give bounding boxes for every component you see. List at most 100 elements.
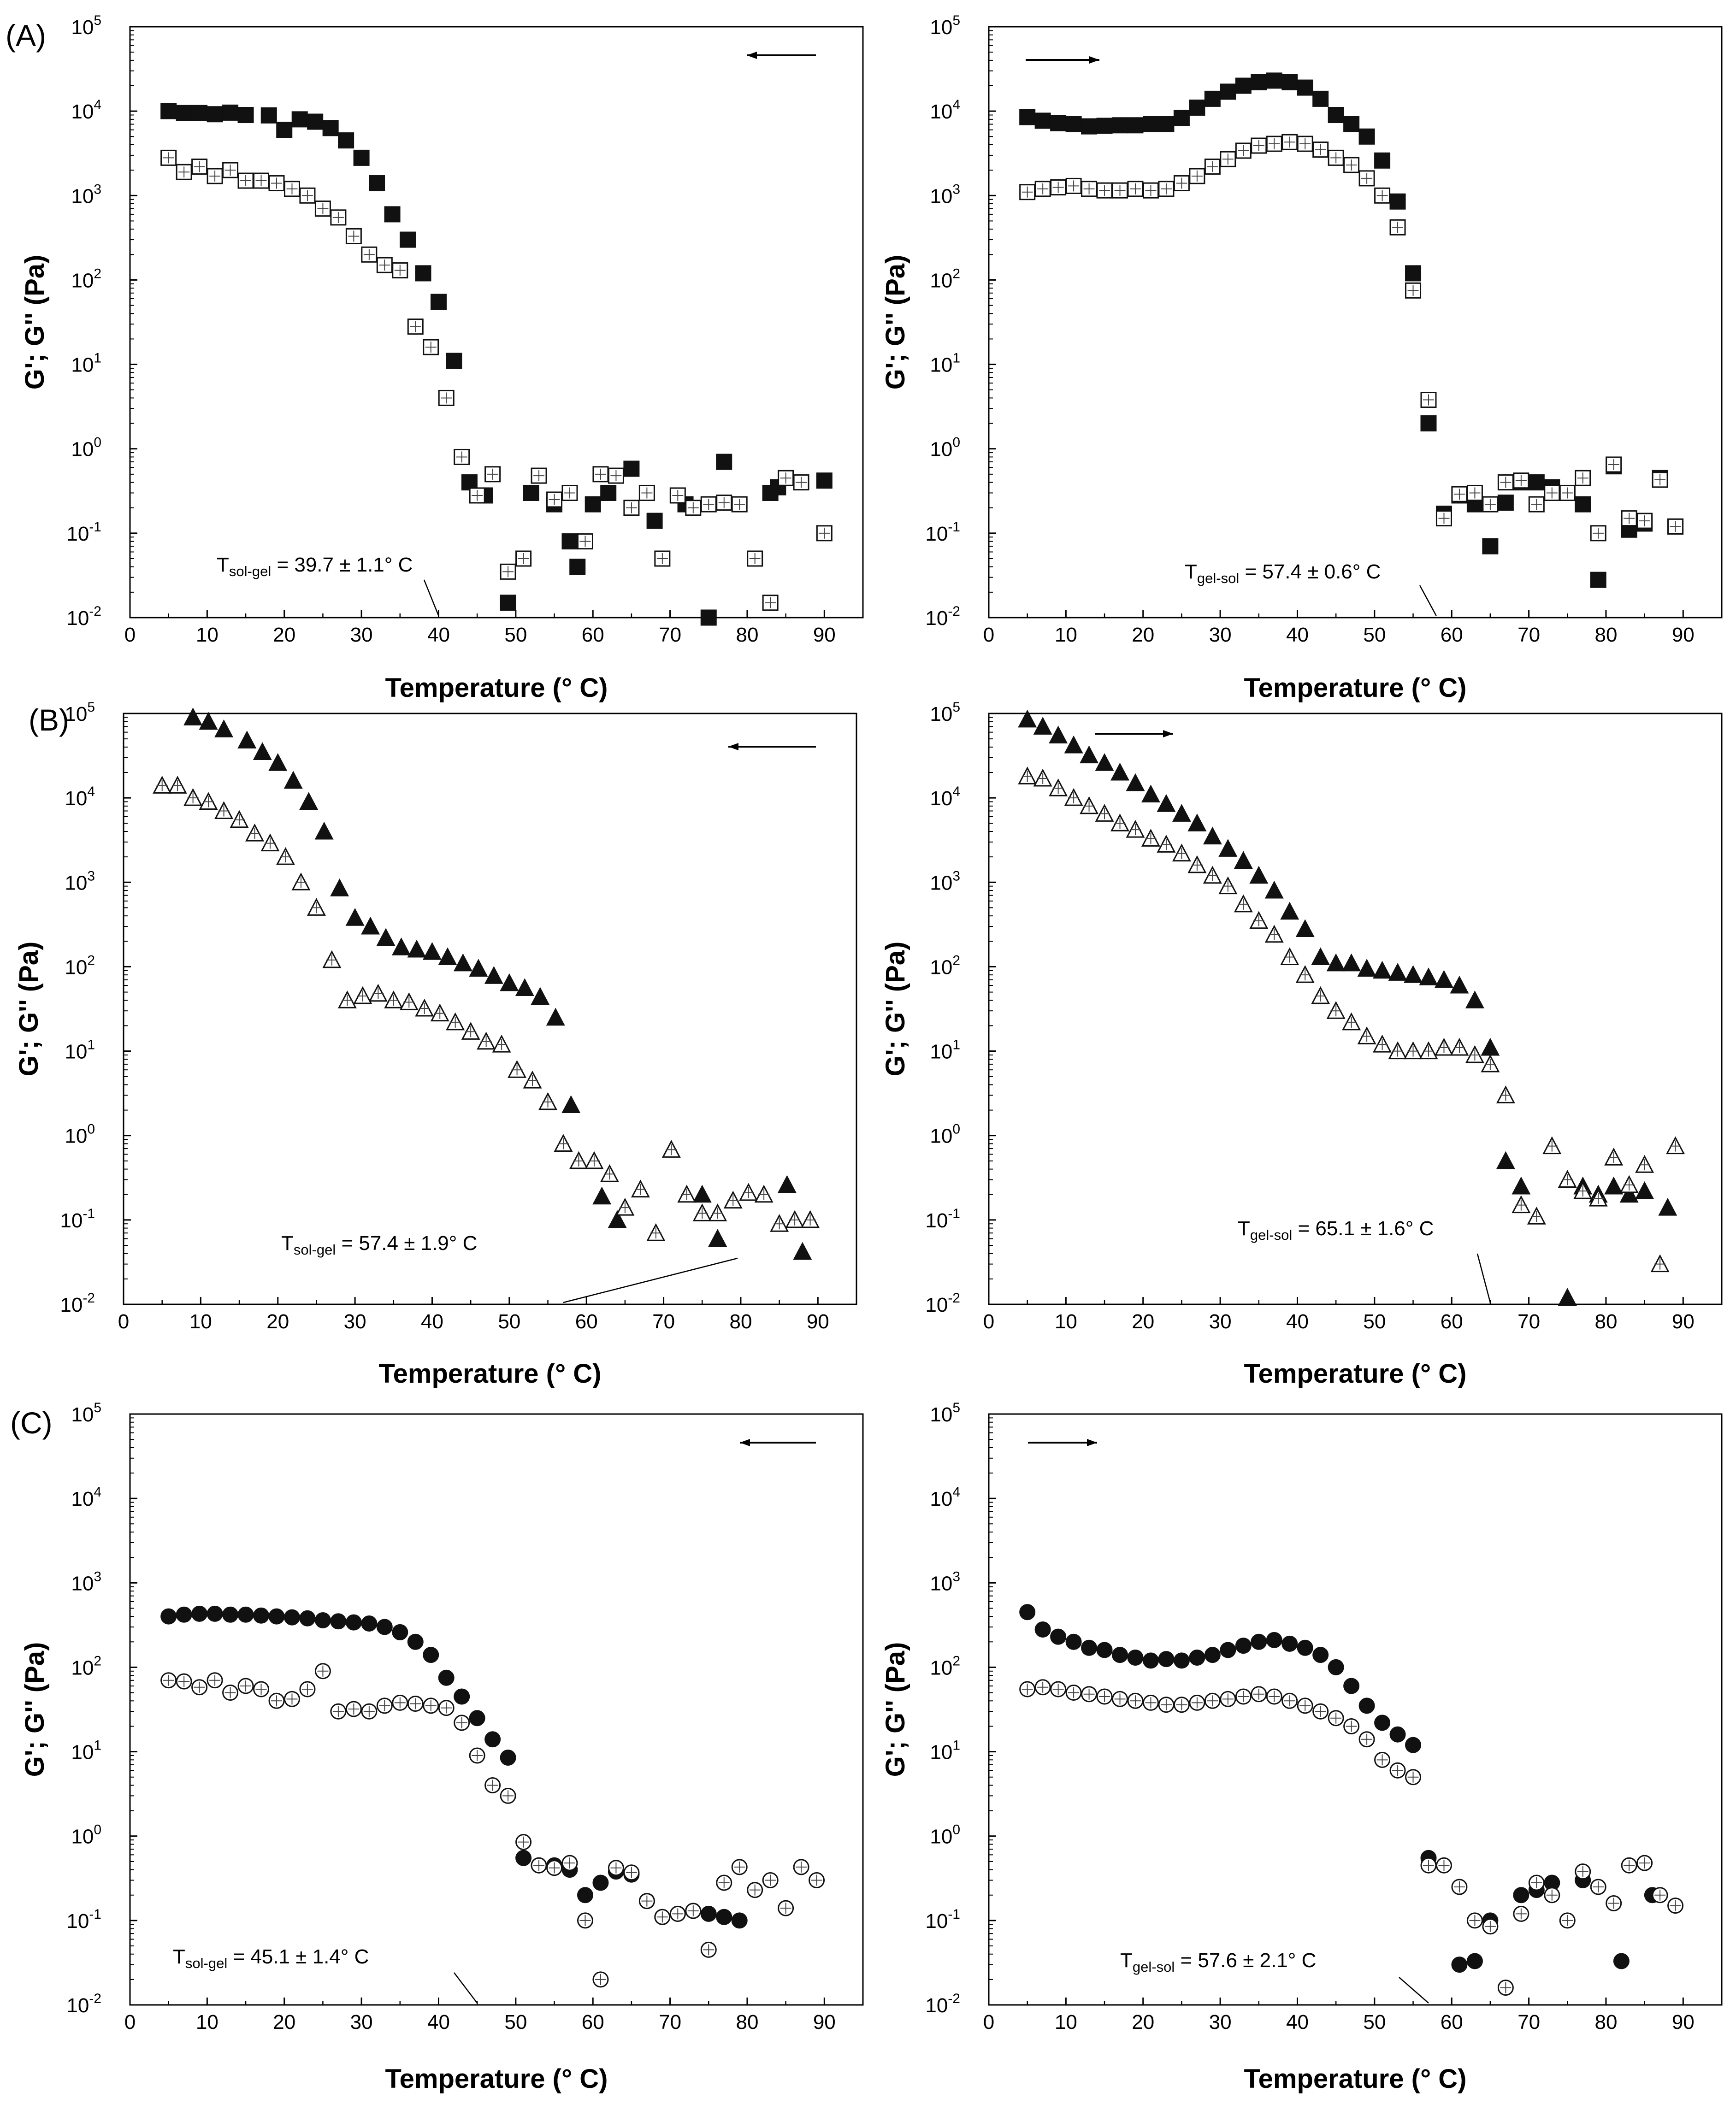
gprime-point — [430, 294, 447, 310]
gprime-point — [446, 353, 462, 369]
y-tick-label: 102 — [930, 1653, 960, 1679]
y-tick-label: 10-1 — [925, 1206, 960, 1232]
y-tick-label: 101 — [930, 1738, 960, 1764]
gprime-point — [500, 1749, 516, 1766]
gprime-point — [793, 1242, 812, 1260]
x-tick-label: 80 — [1594, 1310, 1617, 1333]
x-tick-label: 10 — [196, 2011, 218, 2033]
cooling-direction-arrow — [747, 52, 816, 59]
x-tick-label: 20 — [1132, 2011, 1154, 2033]
gprime-point — [307, 113, 324, 130]
gprime-point — [322, 120, 339, 136]
x-tick-label: 80 — [729, 1310, 752, 1333]
gprime-point — [1481, 1037, 1500, 1056]
gprime-point — [1420, 415, 1437, 432]
gprime-point — [1297, 79, 1313, 96]
gprime-point — [183, 707, 203, 725]
x-tick-label: 30 — [350, 2011, 373, 2033]
y-tick-label: 103 — [71, 1569, 101, 1595]
gprime-point — [314, 821, 334, 840]
x-tick-label: 60 — [1441, 2011, 1463, 2033]
gprime-point — [191, 105, 208, 121]
x-tick-label: 60 — [1441, 624, 1463, 646]
gprime-point — [577, 1887, 593, 1904]
x-tick-label: 80 — [1594, 2011, 1617, 2033]
gprime-point — [600, 484, 617, 501]
panel-c-cooling: (C) 0 10 20 30 40 50 60 70 80 90 10-2 10-1 100 101 102… — [10, 1400, 864, 2094]
x-tick-label: 50 — [1363, 2011, 1386, 2033]
gprime-point — [330, 878, 349, 896]
gprime-point — [1374, 1715, 1391, 1731]
gprime-point — [1358, 1697, 1375, 1714]
y-tick-label: 104 — [930, 1485, 960, 1510]
gprime-point — [1127, 117, 1144, 134]
gprime-point — [1220, 1642, 1236, 1658]
transition-label: Tsol-gel = 39.7 ± 1.1° C — [217, 554, 413, 579]
gprime-point — [1374, 152, 1391, 169]
gprime-point — [1235, 77, 1252, 94]
panel-letter-b: (B) — [29, 703, 69, 737]
gprime-point — [407, 1633, 424, 1650]
y-tick-label: 101 — [71, 1738, 101, 1764]
gprime-point — [237, 731, 257, 748]
arrow-head — [1163, 730, 1173, 737]
gprime-point — [500, 973, 519, 991]
x-tick-label: 10 — [1055, 624, 1077, 646]
y-tick-label: 10-1 — [925, 519, 960, 545]
gprime-point — [207, 1605, 223, 1622]
x-tick-label: 60 — [582, 624, 604, 646]
x-tick-label: 30 — [1209, 2011, 1232, 2033]
transition-pointer — [423, 579, 439, 616]
gprime-point — [1619, 1185, 1639, 1203]
gprime-point — [1110, 762, 1130, 781]
heating-direction-arrow — [1028, 1439, 1097, 1446]
gprime-point — [1266, 72, 1282, 89]
y-tick-label: 104 — [930, 97, 960, 123]
transition-annotation: Tsol-gel = 39.7 ± 1.1° C — [217, 554, 439, 616]
gprime-point — [376, 1619, 393, 1635]
gprime-point — [160, 1608, 177, 1625]
gprime-point — [160, 103, 177, 119]
gprime-point — [515, 1850, 532, 1866]
gprime-point — [592, 1874, 609, 1891]
transition-pointer — [563, 1257, 738, 1303]
data-markers — [160, 1605, 825, 1988]
gprime-point — [1065, 116, 1082, 133]
gprime-point — [1096, 1642, 1113, 1658]
x-tick-label: 70 — [1518, 1310, 1540, 1333]
data-markers — [1018, 709, 1685, 1306]
gprime-point — [1497, 495, 1514, 511]
gprime-point — [361, 916, 380, 935]
gprime-point — [585, 496, 601, 513]
gprime-point — [1388, 963, 1407, 981]
gprime-point — [592, 1186, 612, 1205]
transition-annotation: Tgel-sol = 57.4 ± 0.6° C — [1185, 560, 1437, 616]
gprime-point — [700, 609, 717, 626]
gprime-point — [1096, 118, 1113, 134]
gprime-point — [176, 105, 192, 121]
arrow-head — [728, 743, 738, 750]
gprime-point — [1142, 116, 1159, 133]
y-tick-label: 105 — [65, 700, 95, 725]
y-tick-label: 103 — [71, 182, 101, 207]
x-tick-label: 40 — [427, 624, 450, 646]
panel-letter-c: (C) — [10, 1406, 53, 1440]
y-tick-label: 102 — [930, 953, 960, 978]
gprime-point — [1203, 826, 1222, 845]
plot-frame — [988, 1413, 1723, 2006]
x-tick-label: 30 — [350, 624, 373, 646]
gprime-point — [1558, 1288, 1577, 1306]
gprime-point — [692, 1185, 712, 1203]
gprime-point — [1187, 813, 1207, 831]
gprime-point — [1264, 880, 1284, 899]
gprime-point — [276, 122, 293, 138]
gprime-point — [283, 771, 303, 789]
gprime-point — [1389, 1726, 1406, 1743]
x-axis-label: Temperature (° C) — [1244, 673, 1467, 703]
panel-a-cooling: (A) 0 10 20 30 40 50 60 70 80 90 10-2 10-1 100 101 102… — [6, 13, 864, 703]
gprime-point — [291, 111, 308, 128]
gprime-point — [1234, 851, 1253, 869]
x-tick-label: 10 — [189, 1310, 212, 1333]
x-tick-label: 40 — [421, 1310, 443, 1333]
